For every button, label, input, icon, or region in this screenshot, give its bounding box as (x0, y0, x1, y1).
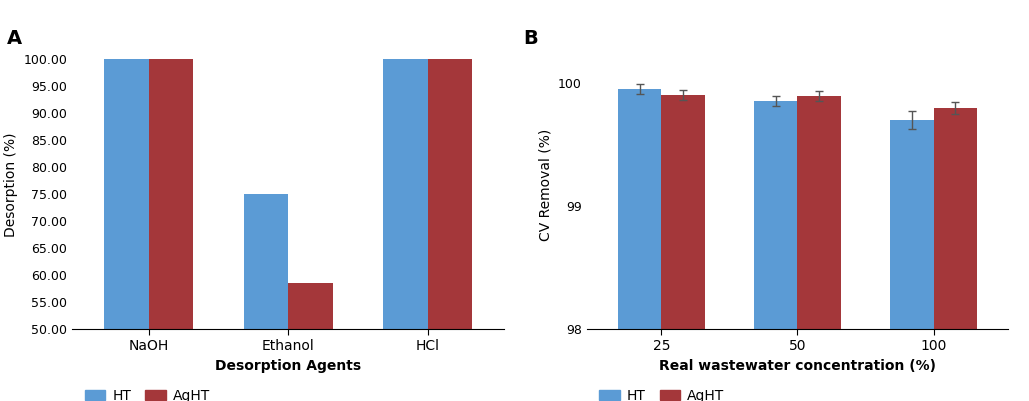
Text: B: B (523, 28, 538, 48)
Y-axis label: CV Removal (%): CV Removal (%) (538, 128, 553, 241)
Bar (797, 96, 841, 401)
Bar (104, 59, 149, 401)
Bar (427, 59, 472, 401)
Bar (754, 101, 797, 401)
Bar (383, 59, 427, 401)
Bar (890, 120, 933, 401)
Legend: HT, AgHT: HT, AgHT (79, 383, 216, 401)
Y-axis label: Desorption (%): Desorption (%) (4, 132, 17, 237)
X-axis label: Desorption Agents: Desorption Agents (215, 359, 361, 373)
Bar (149, 59, 193, 401)
Legend: HT, AgHT: HT, AgHT (594, 383, 731, 401)
Text: A: A (7, 28, 23, 48)
Bar (933, 108, 978, 401)
Bar (288, 283, 332, 401)
Bar (662, 95, 705, 401)
X-axis label: Real wastewater concentration (%): Real wastewater concentration (%) (659, 359, 936, 373)
Bar (617, 89, 662, 401)
Bar (244, 194, 288, 401)
